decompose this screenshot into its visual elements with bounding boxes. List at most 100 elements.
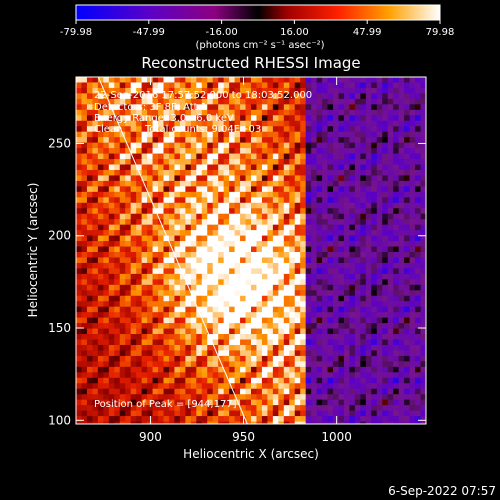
heatmap-cell — [311, 93, 318, 100]
heatmap-cell — [97, 361, 104, 368]
heatmap-cell — [190, 421, 197, 424]
heatmap-cell — [229, 366, 235, 373]
heatmap-cell — [234, 301, 241, 308]
heatmap-cell — [130, 148, 137, 154]
heatmap-cell — [201, 142, 208, 149]
heatmap-cell — [409, 164, 416, 171]
heatmap-cell — [86, 410, 93, 417]
heatmap-cell — [229, 350, 235, 357]
heatmap-cell — [382, 180, 389, 187]
heatmap-cell — [294, 87, 301, 94]
heatmap-cell — [409, 416, 416, 422]
heatmap-cell — [278, 246, 285, 253]
heatmap-cell — [207, 405, 214, 411]
heatmap-cell — [393, 262, 400, 269]
heatmap-cell — [86, 197, 93, 204]
heatmap-cell — [158, 284, 164, 291]
heatmap-cell — [420, 290, 426, 297]
heatmap-cell — [272, 334, 279, 340]
heatmap-cell — [201, 317, 208, 324]
heatmap-cell — [283, 361, 290, 368]
heatmap-cell — [343, 410, 350, 417]
heatmap-cell — [420, 252, 426, 258]
heatmap-cell — [371, 109, 378, 116]
heatmap-cell — [387, 268, 394, 275]
heatmap-cell — [81, 366, 88, 373]
heatmap-cell — [185, 87, 192, 94]
heatmap-cell — [409, 257, 416, 264]
heatmap-cell — [229, 273, 235, 280]
heatmap-cell — [278, 323, 285, 329]
heatmap-cell — [81, 328, 88, 335]
heatmap-cell — [190, 208, 197, 215]
heatmap-cell — [136, 208, 143, 215]
heatmap-cell — [360, 202, 367, 209]
heatmap-cell — [256, 383, 263, 390]
heatmap-cell — [343, 213, 350, 220]
heatmap-cell — [349, 224, 356, 231]
heatmap-cell — [272, 175, 279, 182]
heatmap-cell — [393, 115, 400, 122]
heatmap-cell — [196, 273, 203, 280]
heatmap-cell — [81, 180, 88, 187]
heatmap-cell — [136, 268, 143, 275]
heatmap-cell — [201, 301, 208, 308]
heatmap-cell — [152, 361, 159, 368]
heatmap-cell — [245, 268, 252, 275]
heatmap-cell — [382, 350, 389, 357]
heatmap-cell — [136, 153, 143, 160]
heatmap-cell — [212, 131, 219, 138]
heatmap-cell — [333, 77, 339, 83]
heatmap-cell — [245, 241, 252, 247]
heatmap-cell — [338, 109, 345, 116]
heatmap-cell — [349, 164, 356, 171]
heatmap-cell — [256, 241, 263, 247]
heatmap-cell — [322, 279, 328, 286]
heatmap-cell — [103, 126, 110, 133]
heatmap-cell — [76, 87, 82, 94]
heatmap-cell — [393, 191, 400, 198]
heatmap-cell — [168, 405, 175, 411]
heatmap-cell — [311, 394, 318, 401]
heatmap-cell — [114, 213, 121, 220]
heatmap-cell — [234, 273, 241, 280]
heatmap-cell — [190, 273, 197, 280]
heatmap-cell — [365, 323, 372, 329]
heatmap-cell — [387, 301, 394, 308]
heatmap-cell — [322, 306, 328, 313]
heatmap-cell — [316, 257, 323, 264]
heatmap-cell — [415, 137, 421, 144]
heatmap-cell — [404, 284, 410, 291]
heatmap-cell — [289, 339, 296, 346]
heatmap-cell — [190, 197, 197, 204]
heatmap-cell — [240, 328, 246, 335]
heatmap-cell — [404, 87, 410, 94]
heatmap-cell — [234, 87, 241, 94]
heatmap-cell — [382, 273, 389, 280]
heatmap-cell — [311, 383, 318, 390]
heatmap-cell — [311, 290, 318, 297]
heatmap-cell — [316, 284, 323, 291]
heatmap-cell — [147, 126, 153, 133]
heatmap-cell — [108, 301, 115, 308]
heatmap-cell — [152, 416, 159, 422]
heatmap-cell — [327, 77, 334, 83]
colorbar-tick-label: 79.98 — [426, 27, 455, 38]
heatmap-cell — [415, 246, 421, 253]
heatmap-cell — [333, 131, 339, 138]
heatmap-cell — [141, 219, 148, 226]
heatmap-cell — [256, 148, 263, 154]
heatmap-cell — [234, 350, 241, 357]
heatmap-cell — [305, 344, 312, 351]
heatmap-cell — [147, 328, 153, 335]
heatmap-cell — [294, 148, 301, 154]
total-counts-text: Total counts: 9.04E+03 — [144, 124, 261, 135]
heatmap-cell — [409, 87, 416, 94]
heatmap-cell — [114, 219, 121, 226]
heatmap-cell — [289, 208, 296, 215]
heatmap-cell — [272, 399, 279, 406]
heatmap-cell — [240, 323, 246, 329]
heatmap-cell — [283, 213, 290, 220]
heatmap-cell — [316, 279, 323, 286]
heatmap-cell — [382, 137, 389, 144]
